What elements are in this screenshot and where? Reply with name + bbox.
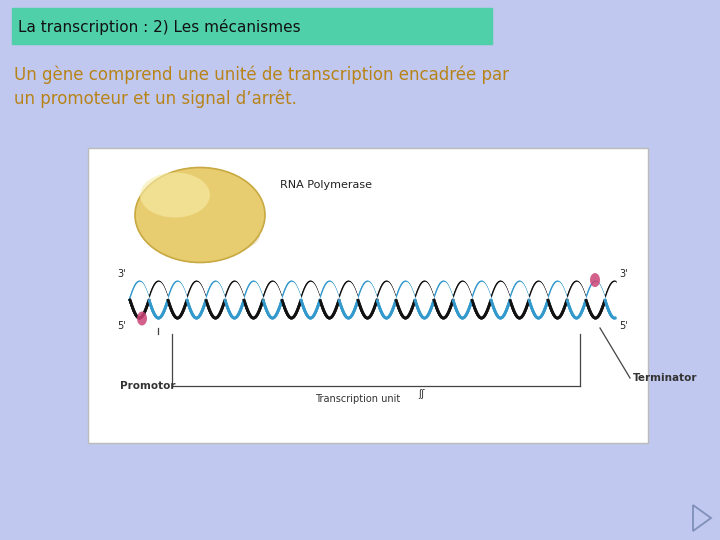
Text: 3': 3' [117, 269, 126, 279]
Text: Terminator: Terminator [633, 373, 698, 383]
Text: ʃʃ: ʃʃ [418, 389, 425, 399]
Text: Promotor: Promotor [120, 381, 176, 391]
Text: Un gène comprend une unité de transcription encadrée par: Un gène comprend une unité de transcript… [14, 65, 509, 84]
Text: 3': 3' [619, 269, 628, 279]
Text: un promoteur et un signal d’arrêt.: un promoteur et un signal d’arrêt. [14, 90, 297, 109]
FancyBboxPatch shape [88, 148, 648, 443]
Text: 5': 5' [619, 321, 628, 331]
Ellipse shape [590, 273, 600, 287]
Ellipse shape [140, 172, 210, 218]
Text: RNA Polymerase: RNA Polymerase [280, 180, 372, 190]
Ellipse shape [135, 167, 265, 262]
FancyBboxPatch shape [12, 8, 492, 44]
Ellipse shape [160, 215, 260, 255]
Ellipse shape [137, 312, 147, 326]
Text: La transcription : 2) Les mécanismes: La transcription : 2) Les mécanismes [18, 19, 301, 35]
Polygon shape [693, 505, 711, 531]
Text: Transcription unit: Transcription unit [315, 394, 400, 404]
Text: 5': 5' [117, 321, 126, 331]
